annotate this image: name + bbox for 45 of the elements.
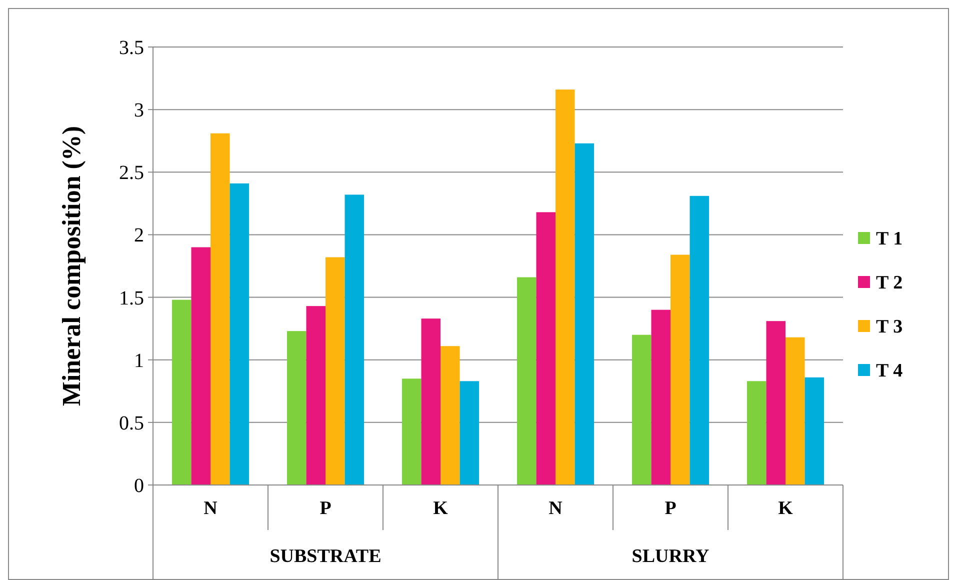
bar [440,346,460,485]
y-tick-label: 0 [134,475,144,497]
y-tick-label: 2.5 [119,162,144,184]
bar [191,247,210,485]
bar [574,143,594,485]
bar [286,331,306,485]
bar [766,321,786,485]
bar [632,334,652,485]
bar [746,381,766,485]
bar [172,300,192,485]
y-tick-label: 2 [134,224,144,247]
text: SUBSTRATE [270,546,382,567]
bar [651,310,670,485]
text: SLURRY [632,546,710,567]
bar [344,194,364,485]
bar [210,133,230,485]
legend-label: T 3 [876,316,903,338]
bar [786,337,805,485]
x-tick-label: K [778,498,794,519]
legend-label: T 4 [876,360,904,382]
bar [402,378,422,485]
y-axis-title: Mineral composition (%) [57,126,86,406]
bar [460,381,480,485]
bar [230,183,250,485]
bar [326,257,345,485]
bar [421,318,440,485]
bar [690,196,710,485]
y-tick-label: 3.5 [119,37,144,59]
legend-label: T 2 [876,272,903,294]
y-tick-label: 1 [134,350,144,372]
y-tick-label: 1.5 [119,287,144,310]
legend-label: T 1 [876,228,903,250]
y-tick-label: 0.5 [119,412,144,434]
x-tick-label: K [433,498,448,519]
bar [516,277,536,485]
x-tick-label: P [320,498,332,519]
bar [536,212,556,485]
x-tick-label: N [204,498,218,519]
bar [804,377,824,485]
x-tick-label: N [548,498,563,519]
bar [306,306,326,485]
bar [556,90,575,485]
bar [670,254,690,485]
y-tick-label: 3 [134,100,144,122]
x-tick-label: P [664,498,677,519]
